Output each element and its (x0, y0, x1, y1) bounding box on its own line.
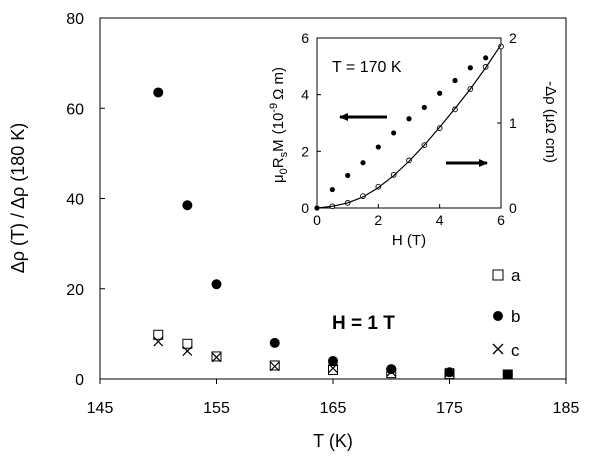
main-point-c (269, 361, 280, 372)
inset-marks (314, 43, 504, 211)
legend-label-c: c (511, 341, 520, 360)
inset-left-tick-label: 0 (301, 200, 309, 216)
main-y-tick-label: 80 (66, 11, 84, 28)
inset-point-left (421, 104, 427, 111)
main-x-tick-label: 155 (203, 400, 230, 417)
inset-left-tick-label: 4 (301, 87, 309, 103)
inset-point-right (498, 43, 504, 50)
legend-marker-c (492, 343, 504, 355)
inset-point-left (329, 186, 335, 193)
inset-left-title-exp: -9 (268, 103, 280, 113)
main-point-b (269, 337, 280, 348)
main-y-tick-label: 20 (66, 282, 84, 299)
legend: a b c (492, 266, 521, 360)
main-x-tick-label: 165 (320, 400, 347, 417)
main-point-c (502, 369, 513, 380)
inset-left-title-unit: Ω m) (270, 67, 287, 100)
legend-label-b: b (511, 307, 520, 326)
inset-x-tick-label: 2 (374, 212, 382, 228)
inset-point-left (483, 55, 489, 61)
main-point-a (153, 329, 164, 340)
main-point-c (444, 367, 455, 378)
inset-point-left (345, 172, 351, 179)
main-point-b (153, 87, 164, 98)
inset-right-tick-label: 0 (509, 200, 517, 216)
main-point-c (386, 366, 397, 377)
main-x-tick-label: 185 (553, 400, 580, 417)
main-point-c (211, 352, 222, 363)
inset-point-left (406, 116, 412, 122)
inset-x-axis-title: H (T) (392, 232, 426, 249)
inset-left-title-mu: μ (270, 174, 287, 183)
inset-left-title-open: (10 (270, 113, 287, 135)
main-x-tick-label: 145 (87, 400, 114, 417)
main-point-a (211, 351, 222, 362)
inset-point-left (375, 144, 381, 150)
main-y-axis-title: Δρ (T) / Δρ (180 K) (8, 123, 28, 274)
main-y-tick-label: 60 (66, 101, 84, 118)
main-point-c (328, 363, 338, 374)
main-marks (153, 87, 513, 380)
inset-x-tick-label: 0 (313, 212, 321, 228)
main-point-a (182, 338, 193, 349)
main-point-c (153, 336, 164, 347)
inset-x-tick-label: 6 (497, 212, 505, 228)
legend-marker-b (493, 311, 503, 321)
inset-point-left (437, 90, 443, 96)
legend-label-a: a (511, 266, 521, 285)
inset-left-axis-title: μ0RsM (10-9 Ω m) (268, 67, 290, 183)
main-y-tick-label: 0 (75, 372, 84, 389)
main-point-a (269, 360, 280, 371)
inset-left-title-m: M (270, 139, 287, 152)
main-point-b (182, 200, 193, 211)
inset-right-axis-title: -Δρ (μΩ cm) (542, 81, 559, 163)
inset-right-tick-label: 2 (509, 30, 517, 46)
main-point-b (386, 364, 397, 375)
inset-left-tick-label: 2 (301, 143, 309, 159)
main-x-axis-title: T (K) (313, 431, 353, 451)
inset-point-left (452, 77, 458, 84)
main-point-a (328, 364, 338, 375)
main-point-b (211, 279, 222, 290)
inset-point-left (391, 130, 397, 136)
inset-x-tick-label: 4 (436, 212, 444, 228)
main-point-c (182, 346, 193, 356)
legend-marker-a (492, 269, 504, 281)
inset-right-tick-label: 1 (509, 115, 517, 131)
inset-point-left (467, 65, 473, 71)
inset-annotation: T = 170 K (332, 59, 402, 76)
inset-fit-line (316, 44, 502, 209)
inset-left-title-sub0: 0 (278, 168, 290, 174)
main-point-b (328, 355, 338, 366)
inset-left-title-r: R (270, 157, 287, 168)
inset-left-tick-label: 6 (301, 30, 309, 46)
main-y-tick-label: 40 (66, 192, 84, 209)
main-annotation: H = 1 T (332, 313, 395, 334)
main-x-tick-label: 175 (436, 400, 463, 417)
inset-left-title-subs: s (278, 151, 290, 157)
inset-point-left (360, 160, 366, 166)
